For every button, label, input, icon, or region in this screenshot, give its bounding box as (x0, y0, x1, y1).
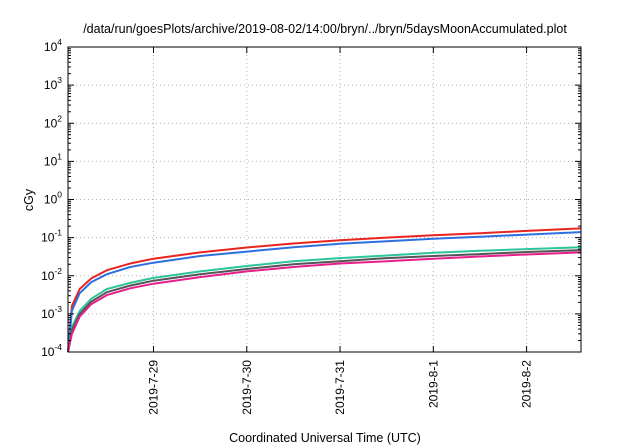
x-tick-label: 2019-7-30 (240, 360, 254, 415)
series-line-2 (67, 231, 582, 353)
y-tick-label: 104 (44, 37, 62, 54)
y-tick-label: 10-1 (41, 228, 62, 245)
y-tick-label: 10-4 (41, 342, 62, 359)
x-tick-label: 2019-8-1 (426, 360, 440, 408)
y-tick-label: 10-2 (41, 266, 62, 283)
x-axis-label: Coordinated Universal Time (UTC) (229, 431, 421, 445)
y-axis: 10-4 10-3 10-2 10-1 100 101 102 103 104 (41, 37, 581, 359)
y-tick-label: 10-3 (41, 304, 62, 321)
series-layer (67, 227, 582, 353)
x-axis: 2019-7-29 2019-7-30 2019-7-31 2019-8-1 2019-… (147, 47, 534, 415)
y-tick-label: 103 (44, 75, 62, 92)
y-tick-label: 100 (44, 190, 62, 207)
x-tick-label: 2019-7-31 (333, 360, 347, 415)
grid-lines (68, 47, 581, 352)
chart-title: /data/run/goesPlots/archive/2019-08-02/1… (83, 22, 567, 36)
y-tick-label: 102 (44, 113, 62, 130)
series-line-1 (67, 227, 582, 353)
series-line-5 (67, 251, 582, 353)
series-line-4 (67, 249, 582, 353)
x-tick-label: 2019-7-29 (147, 360, 161, 415)
series-line-3 (67, 246, 582, 353)
x-tick-label: 2019-8-2 (520, 360, 534, 408)
y-tick-label: 101 (44, 151, 62, 168)
y-axis-label: cGy (22, 188, 36, 211)
